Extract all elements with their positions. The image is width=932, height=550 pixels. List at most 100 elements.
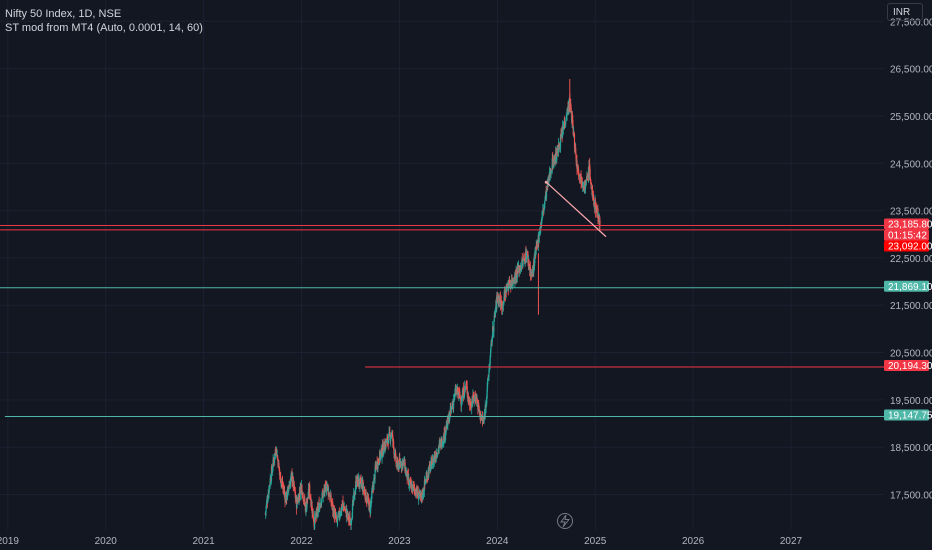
candle-body-down <box>332 501 334 511</box>
candle-body-up <box>535 244 537 249</box>
candle-body-up <box>487 378 489 385</box>
candle-body-up <box>494 313 496 314</box>
candle-body-up <box>535 249 537 255</box>
candle-body-down <box>478 405 480 411</box>
candle-body-up <box>436 456 438 458</box>
candle-body-down <box>512 278 514 282</box>
candle-body-up <box>491 337 493 342</box>
candle-body-down <box>466 384 468 387</box>
candle-body-down <box>283 489 285 492</box>
candle-body-up <box>522 259 524 266</box>
candle-body-up <box>275 453 277 456</box>
candle-body-up <box>542 209 544 213</box>
candle-body-up <box>290 473 292 476</box>
candle-body-down <box>272 460 275 461</box>
price-label-box <box>884 240 929 252</box>
candle-body-up <box>464 386 467 389</box>
candle-body-down <box>395 456 397 465</box>
y-tick-label: 18,500.00 <box>890 443 932 454</box>
candle-body-down <box>580 183 583 184</box>
indicator-title[interactable]: ST mod from MT4 (Auto, 0.0001, 14, 60) <box>5 22 203 34</box>
candle-body-down <box>576 160 578 169</box>
candle-body-up <box>550 171 552 176</box>
candle-body-up <box>521 259 523 267</box>
candle-body-down <box>575 148 577 154</box>
candle-body-down <box>498 297 500 300</box>
candle-body-down <box>431 460 433 469</box>
candle-body-down <box>374 466 377 468</box>
candle-body-down <box>342 503 345 506</box>
candle-body-up <box>435 456 437 460</box>
price-label: 20,194.30 <box>888 361 932 372</box>
candle-body-up <box>560 135 562 138</box>
candle-body-up <box>354 494 356 496</box>
candle-body-down <box>312 508 314 517</box>
candle-body-up <box>506 288 508 293</box>
symbol-title[interactable]: Nifty 50 Index, 1D, NSE <box>5 8 122 20</box>
candle-body-up <box>579 174 581 178</box>
candle-body-up <box>409 483 411 487</box>
candle-body-down <box>362 481 364 489</box>
candle-body-down <box>416 486 418 494</box>
candle-body-up <box>393 453 396 455</box>
y-tick-label: 25,500.00 <box>890 112 932 123</box>
candle-body-down <box>278 462 280 467</box>
candle-body-up <box>289 480 291 488</box>
candle-body-down <box>469 401 472 408</box>
candle-body-down <box>523 258 525 260</box>
candle-body-up <box>405 471 407 475</box>
candle-body-down <box>276 449 278 457</box>
candle-body-up <box>390 437 392 441</box>
candle-body-up <box>410 483 412 486</box>
candle-body-up <box>541 216 543 220</box>
candle-body-up <box>534 252 536 258</box>
candle-body-down <box>397 460 399 463</box>
candle-body-down <box>392 440 395 447</box>
candle-body-up <box>326 485 328 491</box>
candle-body-up <box>339 515 341 519</box>
y-tick-label: 26,500.00 <box>890 65 932 76</box>
candle-body-up <box>286 488 289 498</box>
candle-body-down <box>378 461 380 464</box>
candle-body-down <box>399 458 401 462</box>
candle-body-up <box>370 501 372 505</box>
currency-button[interactable]: INR <box>887 3 923 21</box>
candle-body-down <box>321 494 324 495</box>
candle-body-up <box>321 493 323 499</box>
candle-body-up <box>539 231 541 235</box>
candle-body-up <box>388 434 390 444</box>
candle-body-down <box>294 488 296 493</box>
candle-body-up <box>425 477 427 482</box>
candle-body-up <box>345 508 347 509</box>
lightning-icon[interactable] <box>557 513 573 529</box>
candle-body-down <box>572 127 574 135</box>
candle-body-up <box>538 235 540 243</box>
candle-body-up <box>409 481 411 484</box>
candle-body-up <box>548 177 550 182</box>
price-label-box <box>884 218 929 230</box>
candle-body-up <box>441 442 444 447</box>
candle-body-up <box>265 502 268 508</box>
candle-body-down <box>309 485 311 496</box>
candle-body-down <box>304 498 306 506</box>
candle-body-down <box>414 488 416 493</box>
candle-body-down <box>282 486 284 489</box>
candle-body-down <box>476 399 479 403</box>
candle-body-up <box>514 273 516 283</box>
candle-body-down <box>264 513 266 514</box>
candle-body-down <box>480 418 482 420</box>
candle-body-down <box>360 479 362 485</box>
candle-body-down <box>570 108 572 113</box>
candle-body-up <box>496 295 498 309</box>
candle-body-down <box>412 484 414 486</box>
candle-body-down <box>555 152 557 160</box>
candle-body-up <box>413 485 415 487</box>
candle-body-down <box>287 487 289 490</box>
candle-body-up <box>412 484 414 491</box>
candle-body-up <box>504 292 506 295</box>
candle-body-down <box>596 206 598 212</box>
candle-body-down <box>599 220 601 225</box>
candle-body-up <box>543 203 546 206</box>
